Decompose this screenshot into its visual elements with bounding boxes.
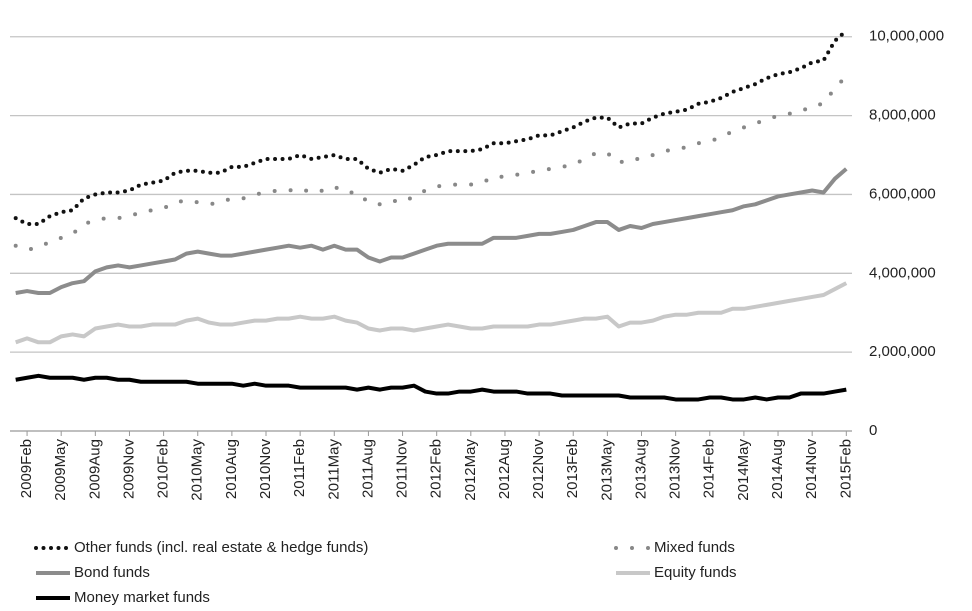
x-tick-label: 2012May	[462, 439, 479, 501]
x-tick-label: 2013Aug	[632, 439, 649, 499]
y-tick-label: 4,000,000	[869, 264, 936, 281]
series-line	[15, 281, 848, 345]
x-tick-label: 2009Aug	[86, 439, 103, 499]
x-tick-label: 2012Feb	[428, 439, 445, 498]
x-tick-label: 2013May	[598, 439, 615, 501]
x-tick-label: 2011Nov	[394, 439, 411, 498]
legend-label: Mixed funds	[654, 539, 735, 556]
x-tick-label: 2013Feb	[564, 439, 581, 498]
series-line	[13, 74, 849, 252]
legend-label: Bond funds	[74, 564, 150, 581]
y-tick-label: 6,000,000	[869, 185, 936, 202]
x-tick-label: 2010Feb	[155, 439, 172, 498]
x-tick-label: 2010Aug	[223, 439, 240, 499]
x-tick-label: 2011Feb	[291, 439, 308, 497]
x-tick-label: 2014Nov	[803, 439, 820, 500]
x-tick-label: 2011May	[325, 439, 342, 500]
x-tick-label: 2014May	[735, 439, 752, 501]
x-tick-label: 2009May	[52, 439, 69, 501]
x-tick-label: 2012Aug	[496, 439, 513, 499]
y-tick-label: 0	[869, 422, 877, 439]
series-line	[15, 373, 847, 402]
series-line	[13, 28, 849, 227]
x-tick-label: 2009Feb	[18, 439, 35, 498]
x-tick-label: 2009Nov	[120, 439, 137, 500]
x-tick-label: 2013Nov	[667, 439, 684, 500]
x-tick-label: 2010Nov	[257, 439, 274, 500]
x-tick-label: 2012Nov	[530, 439, 547, 500]
legend-label: Money market funds	[74, 589, 210, 606]
x-tick-label: 2011Aug	[359, 439, 376, 498]
y-tick-label: 10,000,000	[869, 28, 944, 45]
x-tick-label: 2010May	[189, 439, 206, 501]
y-tick-label: 2,000,000	[869, 343, 936, 360]
y-tick-label: 8,000,000	[869, 107, 936, 124]
x-tick-label: 2014Aug	[769, 439, 786, 499]
x-tick-label: 2014Feb	[701, 439, 718, 498]
legend-label: Other funds (incl. real estate & hedge f…	[74, 539, 368, 556]
series-line	[15, 167, 848, 296]
legend-label: Equity funds	[654, 564, 737, 581]
x-tick-label: 2015Feb	[837, 439, 854, 498]
